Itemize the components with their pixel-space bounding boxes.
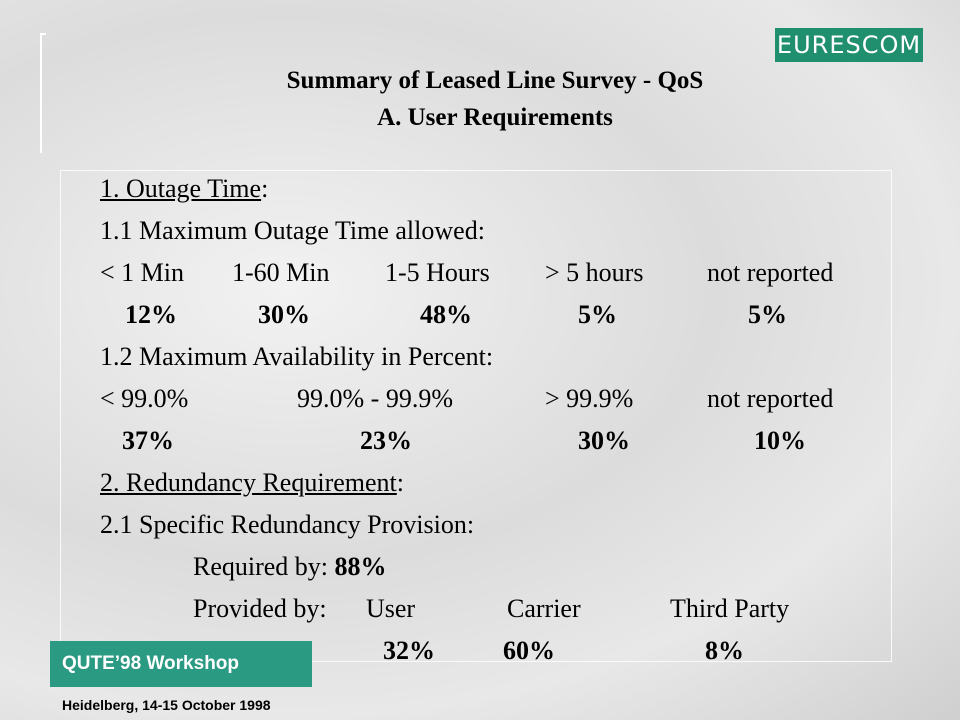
heading-suffix: : <box>396 468 404 497</box>
line: 1.2 Maximum Availability in Percent: <box>100 342 494 371</box>
line: Required by: 88% <box>193 552 387 582</box>
column: 99.0% - 99.9% <box>297 384 453 413</box>
heading: 2. Redundancy Requirement: <box>100 468 404 498</box>
value: 48% <box>420 300 472 329</box>
title-line: Summary of Leased Line Survey - QoS <box>286 67 704 94</box>
workshop-badge: QUTE’98 Workshop <box>50 641 312 687</box>
value: 8% <box>705 636 744 665</box>
title: Summary of Leased Line Survey - QoS A. U… <box>0 62 960 136</box>
column: User <box>366 594 416 623</box>
column: > 5 hours <box>545 258 644 287</box>
value: 88% <box>334 552 387 581</box>
column: not reported <box>707 258 834 287</box>
value: 60% <box>503 636 555 665</box>
column: > 99.9% <box>545 384 634 413</box>
column: < 1 Min <box>100 258 185 287</box>
column: not reported <box>707 384 834 413</box>
value: 37% <box>122 426 174 455</box>
value: 32% <box>383 636 435 665</box>
column: < 99.0% <box>100 384 189 413</box>
column: 1-5 Hours <box>385 258 490 287</box>
logo: EURESCOM <box>775 28 923 62</box>
heading: 1. Outage Time: <box>100 174 268 204</box>
line: 1.1 Maximum Outage Time allowed: <box>100 216 485 245</box>
column: Third Party <box>670 594 790 623</box>
line: 2.1 Specific Redundancy Provision: <box>100 510 475 539</box>
column: Carrier <box>507 594 581 623</box>
heading-text: 1. Outage Time <box>100 174 262 203</box>
column: 1-60 Min <box>232 258 330 287</box>
label: Required by: <box>193 552 329 581</box>
content-frame <box>60 170 892 662</box>
value: 10% <box>754 426 806 455</box>
title-line: A. User Requirements <box>377 104 613 131</box>
value: 5% <box>748 300 787 329</box>
value: 5% <box>578 300 617 329</box>
label: Provided by: <box>193 594 327 623</box>
value: 12% <box>125 300 177 329</box>
value: 23% <box>360 426 412 455</box>
heading-text: 2. Redundancy Requirement <box>100 468 397 497</box>
decor-line <box>40 33 46 153</box>
heading-suffix: : <box>261 174 269 203</box>
value: 30% <box>258 300 310 329</box>
value: 30% <box>578 426 630 455</box>
footer-text: Heidelberg, 14-15 October 1998 <box>62 697 271 713</box>
